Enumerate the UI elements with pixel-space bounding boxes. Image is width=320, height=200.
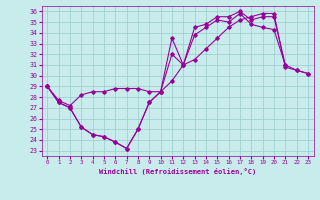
X-axis label: Windchill (Refroidissement éolien,°C): Windchill (Refroidissement éolien,°C) xyxy=(99,168,256,175)
